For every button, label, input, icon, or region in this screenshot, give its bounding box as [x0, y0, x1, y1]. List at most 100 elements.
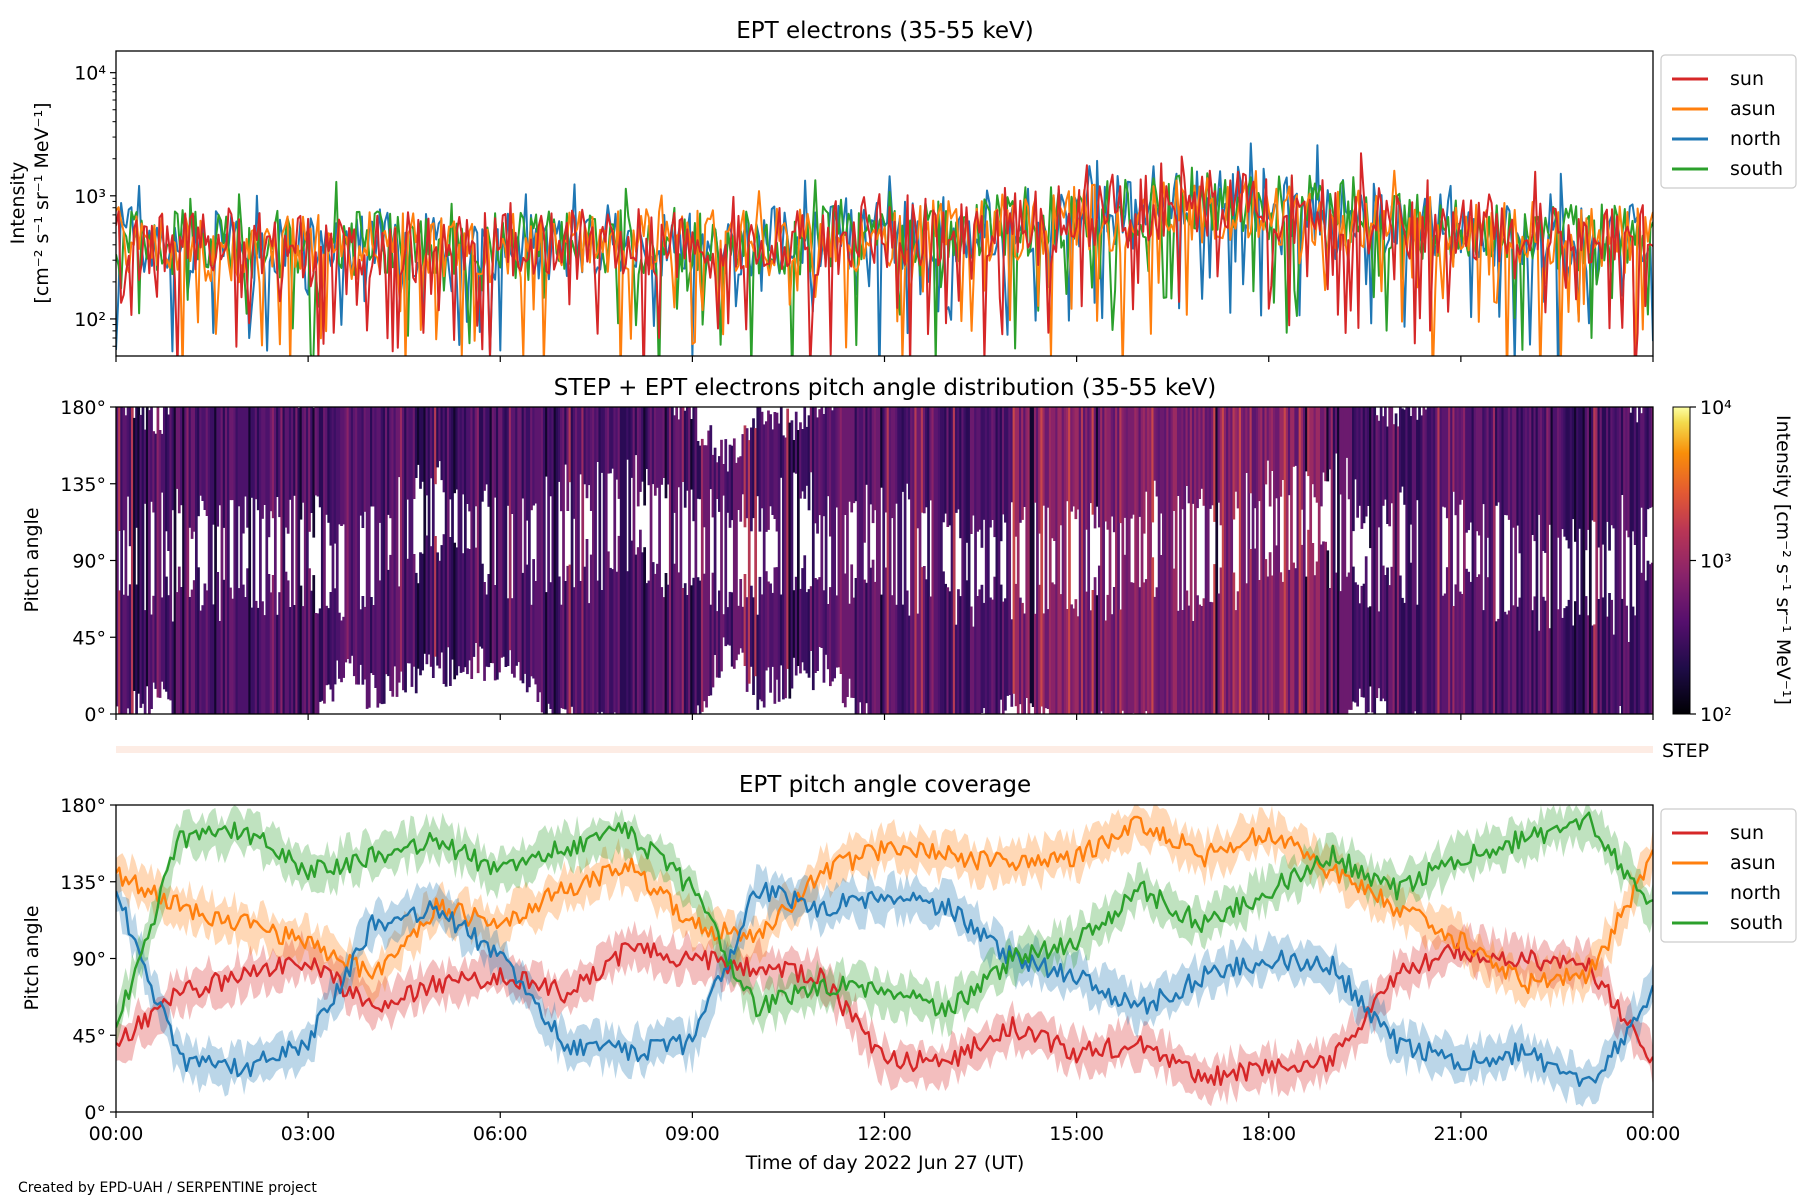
pad-column: [197, 407, 200, 517]
pad-column: [1266, 576, 1270, 714]
pad-column: [491, 407, 495, 664]
pad-column: [1033, 407, 1037, 503]
pad-column: [1362, 407, 1366, 524]
pad-column: [1620, 598, 1624, 714]
pad-column: [466, 548, 469, 675]
pad-column: [764, 571, 768, 671]
pad-column: [626, 571, 629, 714]
pad-column: [1356, 407, 1359, 518]
pad-column: [732, 438, 736, 669]
pad-column: [1260, 407, 1263, 714]
pad-column: [152, 595, 156, 683]
pad-column: [1185, 590, 1189, 714]
pad-column: [143, 610, 147, 714]
pad-column: [907, 407, 911, 500]
pad-column: [402, 407, 405, 691]
pad-column: [1001, 601, 1005, 714]
pad-column: [1281, 407, 1285, 480]
pad-column: [1296, 407, 1300, 714]
pad-column: [895, 407, 898, 504]
pad-column: [948, 591, 952, 714]
pad-column: [1268, 552, 1272, 714]
pad-column: [177, 566, 181, 714]
pad-column: [1038, 407, 1041, 534]
pad-column: [1294, 568, 1298, 714]
pad-column: [1014, 583, 1018, 707]
pad-column: [1217, 407, 1221, 503]
pad-column: [1097, 407, 1101, 528]
pad-column: [1315, 561, 1319, 714]
pad-column: [750, 585, 753, 667]
panel1-y-ticks: 10² 10³ 10⁴: [74, 63, 116, 347]
pad-column: [457, 407, 461, 667]
pad-column: [1162, 407, 1165, 714]
pad-column: [1042, 613, 1046, 714]
pad-column: [1211, 602, 1214, 714]
legend-box: [1660, 54, 1797, 189]
pad-column: [325, 407, 328, 515]
pad-column: [737, 457, 740, 510]
coverage-series-group: [116, 805, 1653, 1107]
pad-column: [730, 445, 734, 521]
pad-column: [303, 407, 307, 714]
pad-column: [807, 589, 811, 678]
pad-column: [169, 407, 173, 701]
pad-column: [252, 407, 256, 714]
pad-column: [530, 407, 533, 511]
pad-column: [606, 551, 610, 714]
pad-column: [1381, 565, 1385, 699]
pad-column: [999, 407, 1003, 542]
pad-column: [1537, 407, 1541, 515]
pad-column: [1187, 407, 1191, 504]
pad-column: [1561, 617, 1564, 714]
panel1-ylabel-line2: [cm⁻² s⁻¹ sr⁻¹ MeV⁻¹]: [31, 102, 53, 303]
pad-column: [562, 407, 565, 709]
pad-column: [186, 407, 190, 714]
pad-column: [745, 428, 749, 519]
pad-column: [952, 407, 956, 714]
pad-column: [1211, 407, 1214, 506]
pad-column: [1115, 407, 1118, 714]
pad-column: [833, 407, 836, 679]
pad-column: [1398, 575, 1402, 714]
pad-column: [528, 407, 531, 688]
pad-column: [1294, 407, 1298, 466]
step-label: STEP: [1662, 740, 1709, 762]
pad-column: [1465, 407, 1468, 533]
pad-column: [1070, 604, 1073, 714]
pad-column: [1322, 407, 1325, 473]
pad-column: [1593, 624, 1596, 714]
pad-column: [1315, 407, 1319, 503]
pad-column: [459, 407, 463, 673]
pad-column: [525, 564, 529, 693]
pad-column: [1262, 407, 1266, 714]
pad-column: [1345, 576, 1349, 714]
pad-column: [346, 407, 350, 659]
legend-label-asun: asun: [1730, 852, 1776, 874]
pad-column: [1072, 608, 1076, 714]
pad-column: [679, 407, 683, 714]
pad-column: [393, 407, 397, 667]
pad-column: [1076, 407, 1080, 510]
pad-column: [160, 433, 164, 493]
panel3-ylabel: Pitch angle: [21, 905, 43, 1010]
pad-column: [957, 407, 960, 510]
pad-column: [1591, 407, 1594, 521]
pad-column: [148, 410, 151, 714]
pad-column: [1501, 407, 1505, 714]
pad-column: [1140, 407, 1144, 714]
pad-column: [286, 580, 290, 714]
pad-column: [1584, 596, 1588, 714]
pad-column: [1266, 407, 1270, 461]
pad-column: [1601, 597, 1605, 714]
pad-column: [606, 407, 610, 474]
legend-label-north: north: [1730, 882, 1781, 904]
pad-column: [933, 407, 937, 714]
pad-column: [1191, 407, 1195, 504]
pad-column: [1110, 614, 1114, 714]
pad-column: [1085, 591, 1088, 714]
pad-column: [421, 553, 424, 671]
pad-column: [312, 407, 316, 538]
pad-column: [434, 536, 437, 657]
pad-column: [1313, 575, 1317, 714]
